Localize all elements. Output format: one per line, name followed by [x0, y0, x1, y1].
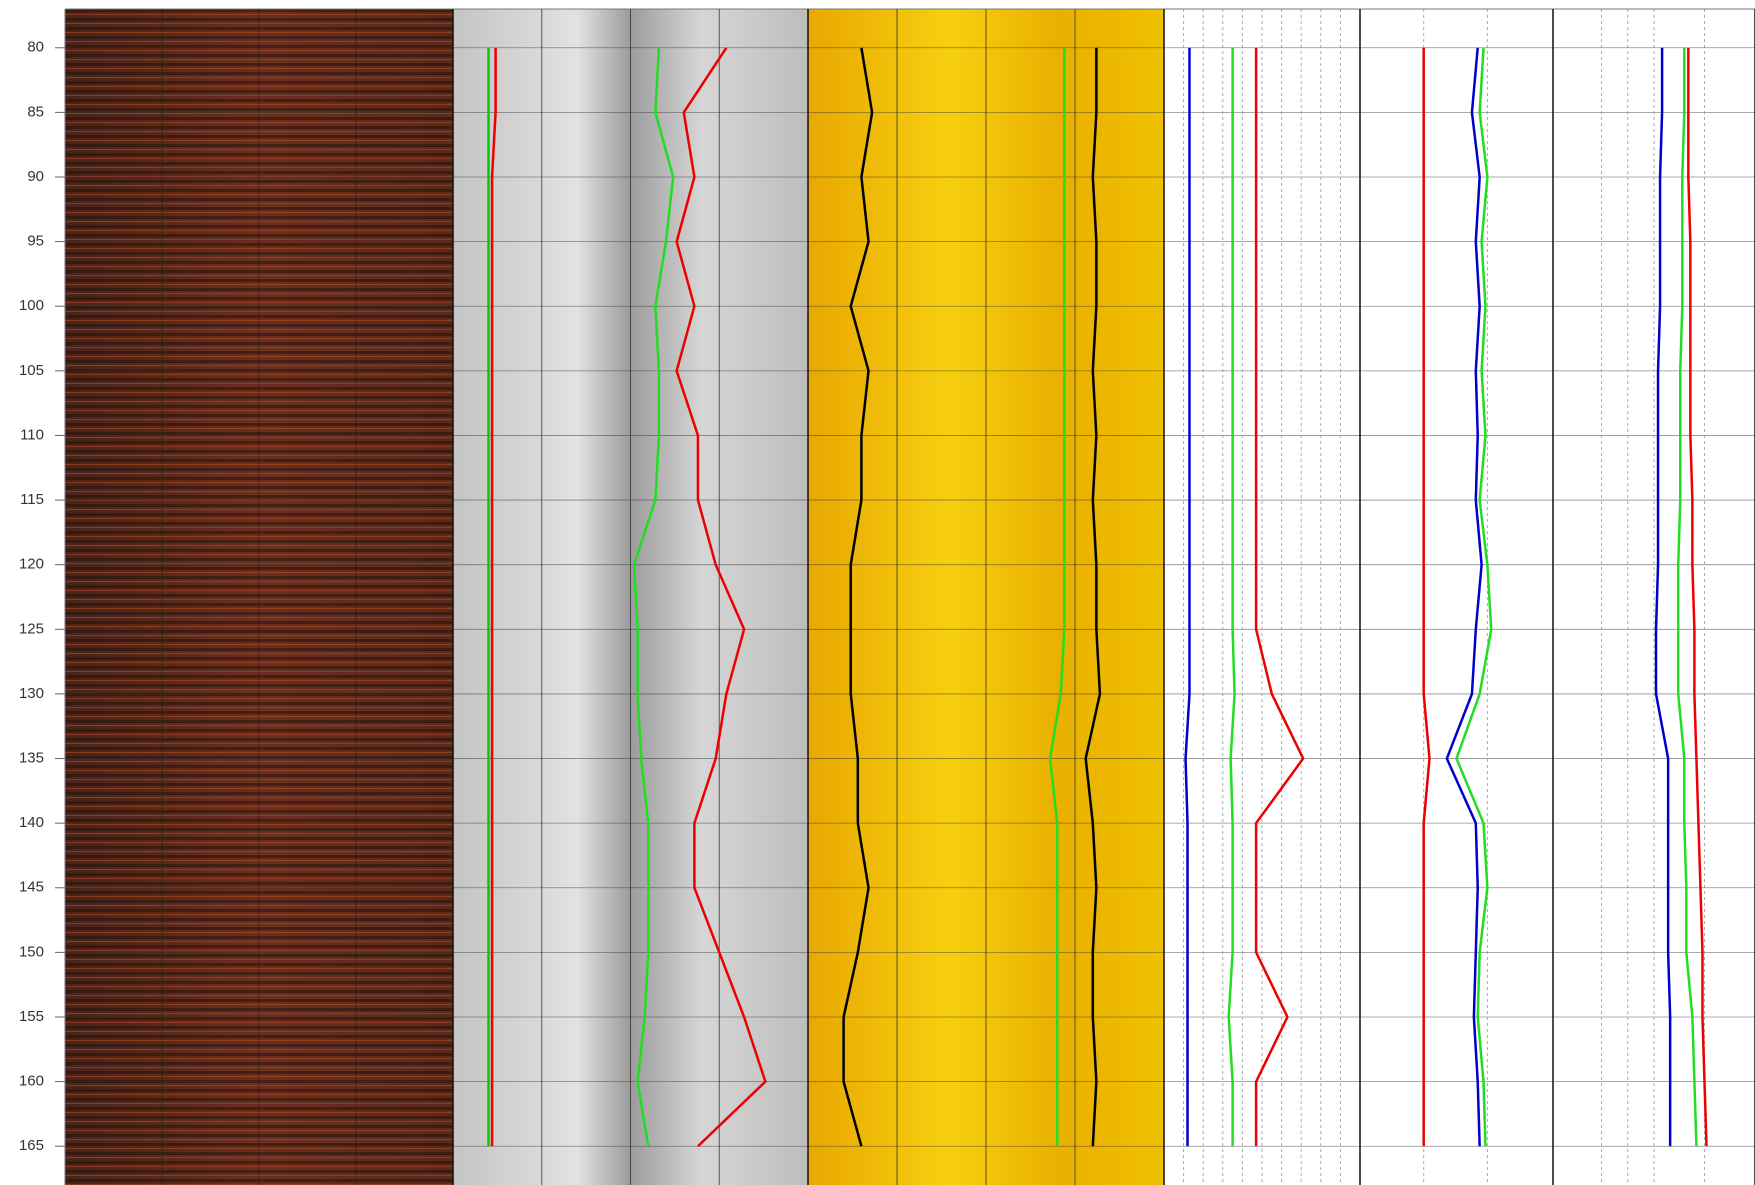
- y-tick-label: 105: [19, 362, 44, 379]
- log-curve: [1048, 47, 1066, 1147]
- y-tick-label: 95: [27, 233, 44, 250]
- y-tick-label: 120: [19, 556, 44, 573]
- y-tick-label: 140: [19, 814, 44, 831]
- log-curve: [1184, 47, 1191, 1147]
- y-tick-label: 150: [19, 943, 44, 960]
- y-tick-label: 110: [20, 426, 44, 443]
- y-tick-label: 145: [19, 879, 44, 896]
- log-curve: [675, 47, 767, 1148]
- y-tick-label: 115: [20, 491, 44, 508]
- y-tick-label: 80: [27, 39, 44, 56]
- log-curve: [632, 47, 675, 1147]
- y-tick-label: 125: [19, 620, 44, 637]
- log-curve: [1445, 47, 1483, 1147]
- log-curve: [1676, 47, 1698, 1147]
- y-tick-label: 85: [27, 103, 44, 120]
- y-tick-label: 160: [19, 1073, 44, 1090]
- y-tick-label: 130: [19, 685, 44, 702]
- log-curve: [1254, 47, 1305, 1147]
- log-curve: [1422, 47, 1431, 1147]
- log-curve: [1687, 47, 1708, 1147]
- log-curve: [1084, 47, 1102, 1147]
- log-curve: [1227, 47, 1236, 1147]
- y-tick-label: 90: [27, 168, 44, 185]
- y-tick-label: 135: [19, 750, 44, 767]
- log-curve: [490, 47, 497, 1147]
- y-tick-label: 100: [19, 297, 44, 314]
- log-curve: [1654, 47, 1672, 1147]
- y-tick-label: 155: [19, 1008, 44, 1025]
- log-curve: [842, 47, 874, 1147]
- y-tick-label: 165: [19, 1137, 44, 1154]
- log-curve: [1455, 47, 1493, 1147]
